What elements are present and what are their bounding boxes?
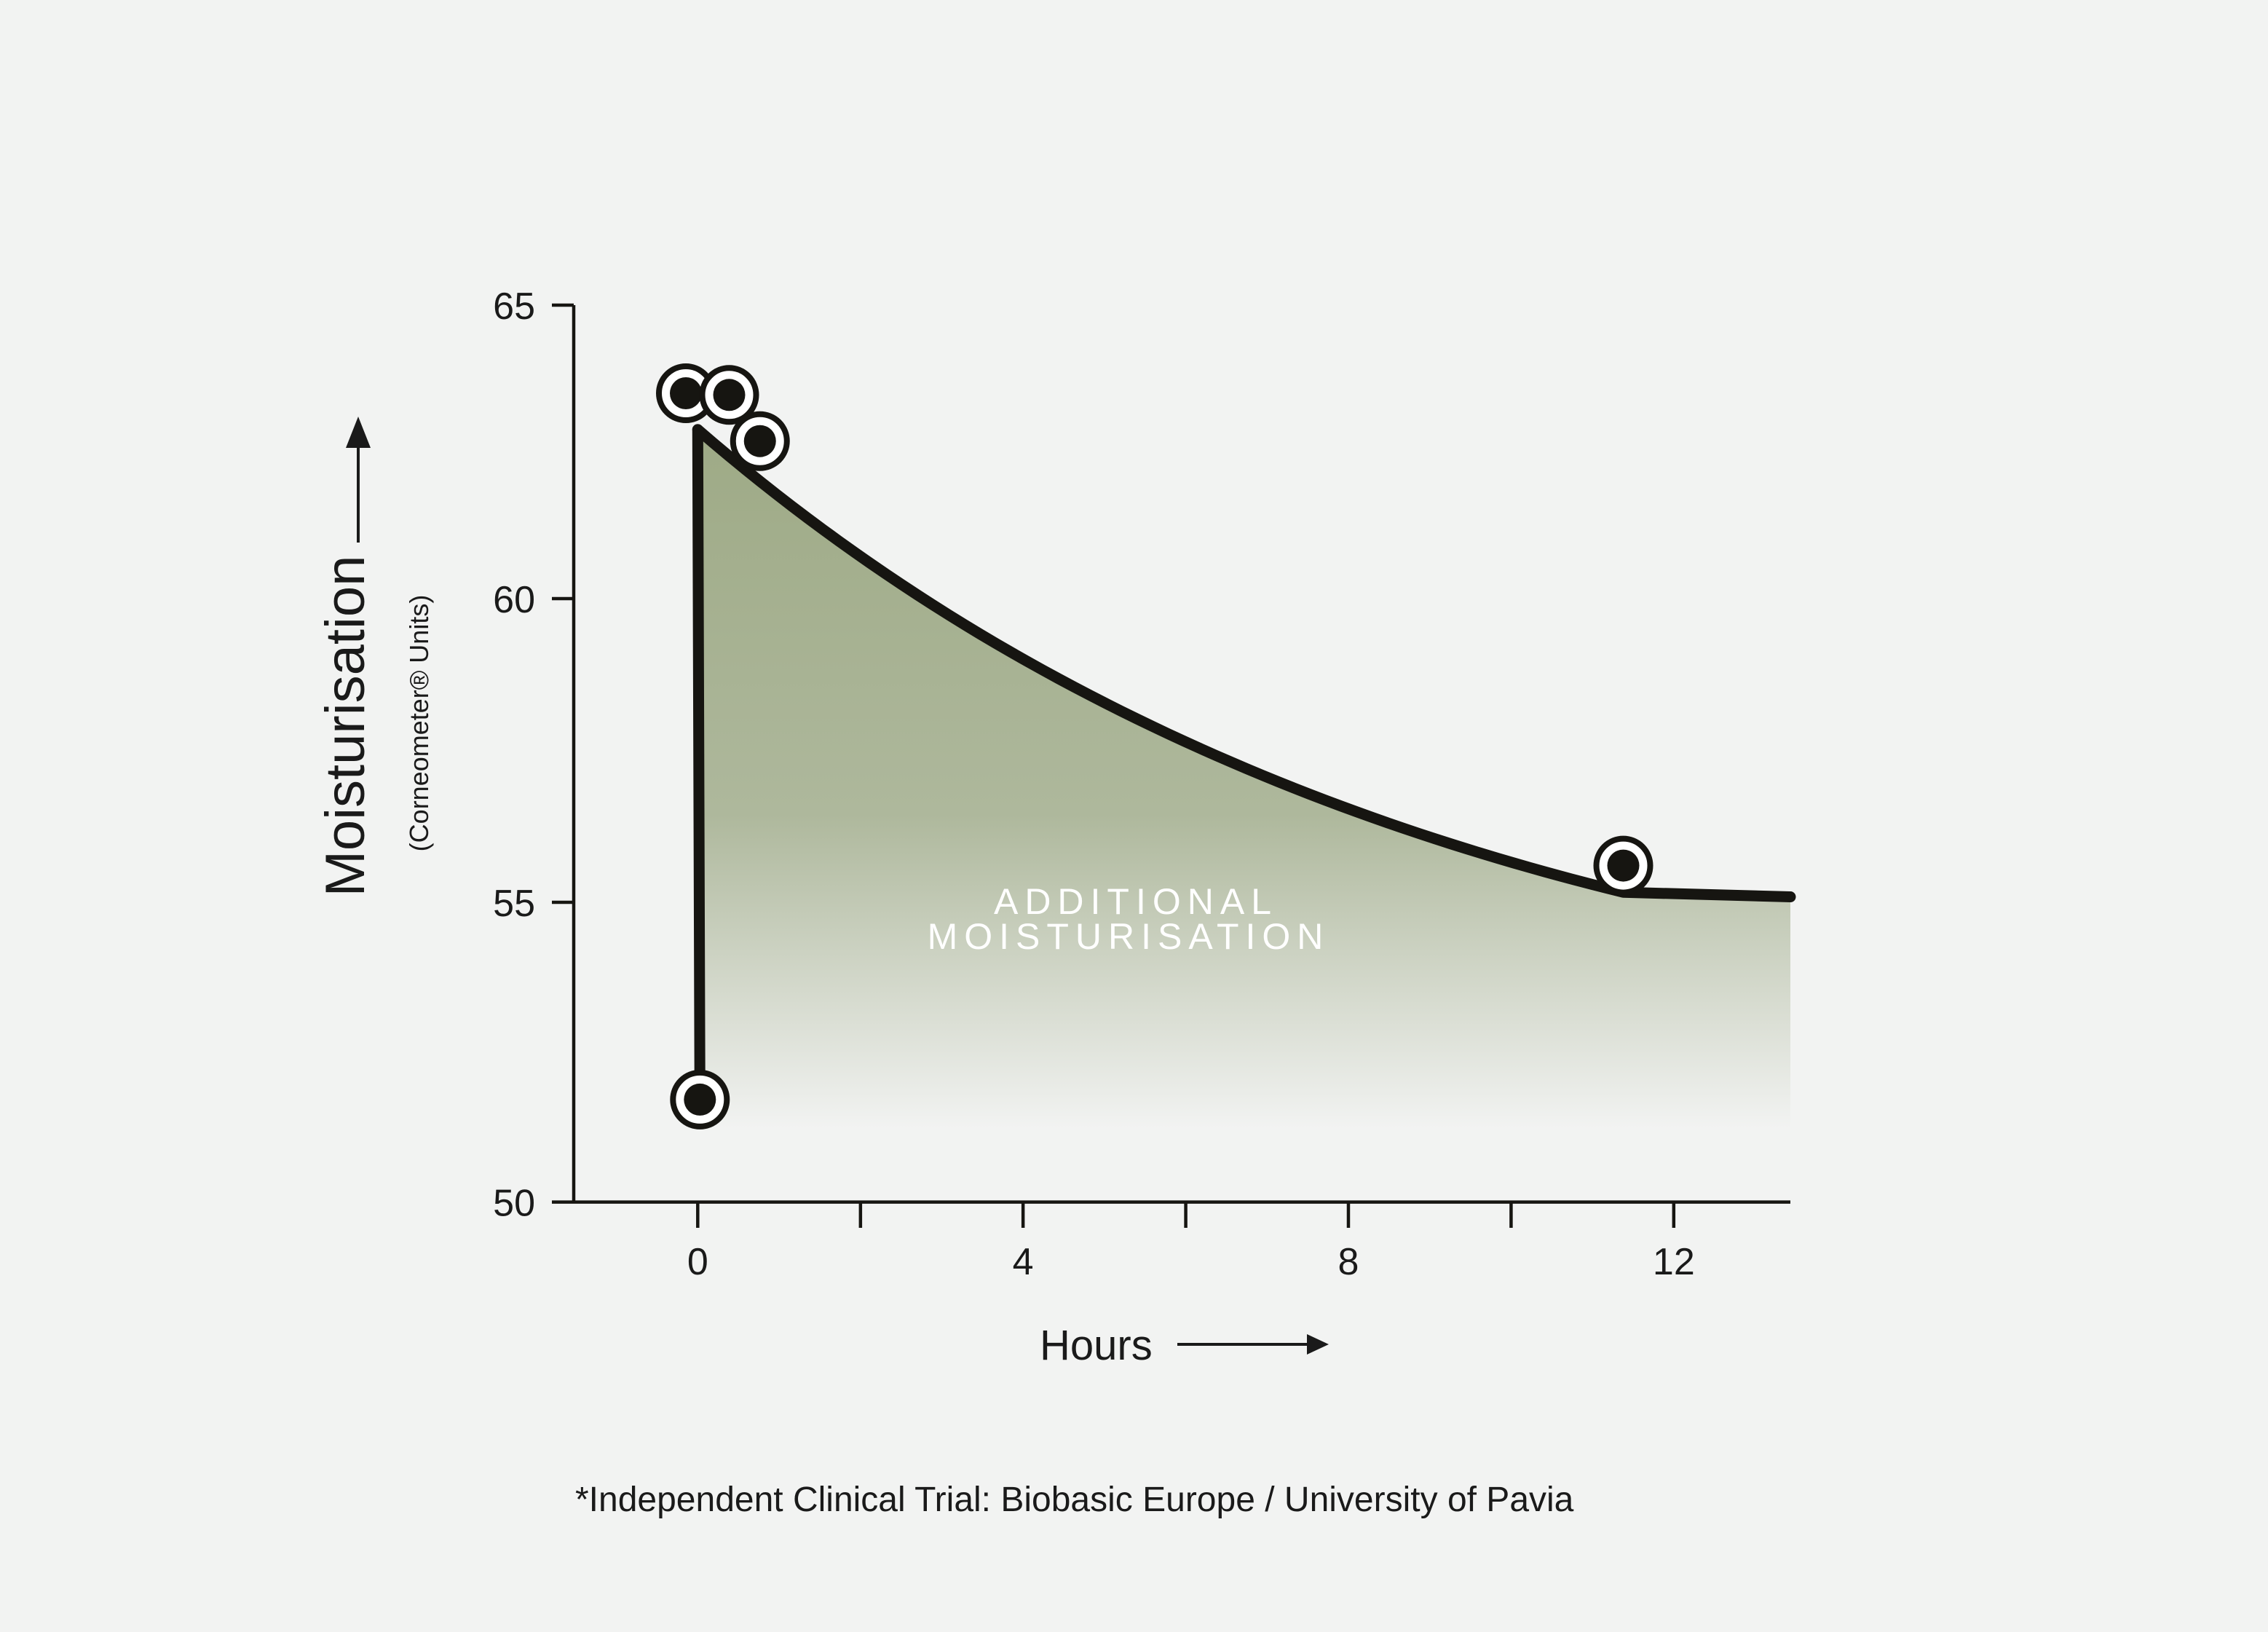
svg-text:0: 0 (687, 1241, 708, 1283)
svg-text:4: 4 (1013, 1241, 1034, 1283)
svg-text:55: 55 (493, 883, 535, 925)
svg-text:50: 50 (493, 1183, 535, 1225)
svg-text:12: 12 (1653, 1241, 1695, 1283)
svg-text:Moisturisation: Moisturisation (315, 556, 376, 897)
svg-text:65: 65 (493, 285, 535, 328)
svg-text:MOISTURISATION: MOISTURISATION (928, 916, 1330, 957)
svg-text:(Corneometer® Units): (Corneometer® Units) (404, 595, 434, 852)
svg-text:60: 60 (493, 579, 535, 621)
svg-text:Hours: Hours (1040, 1322, 1153, 1369)
svg-text:*Independent Clinical Trial: B: *Independent Clinical Trial: Biobasic Eu… (575, 1481, 1574, 1519)
svg-text:8: 8 (1338, 1241, 1359, 1283)
